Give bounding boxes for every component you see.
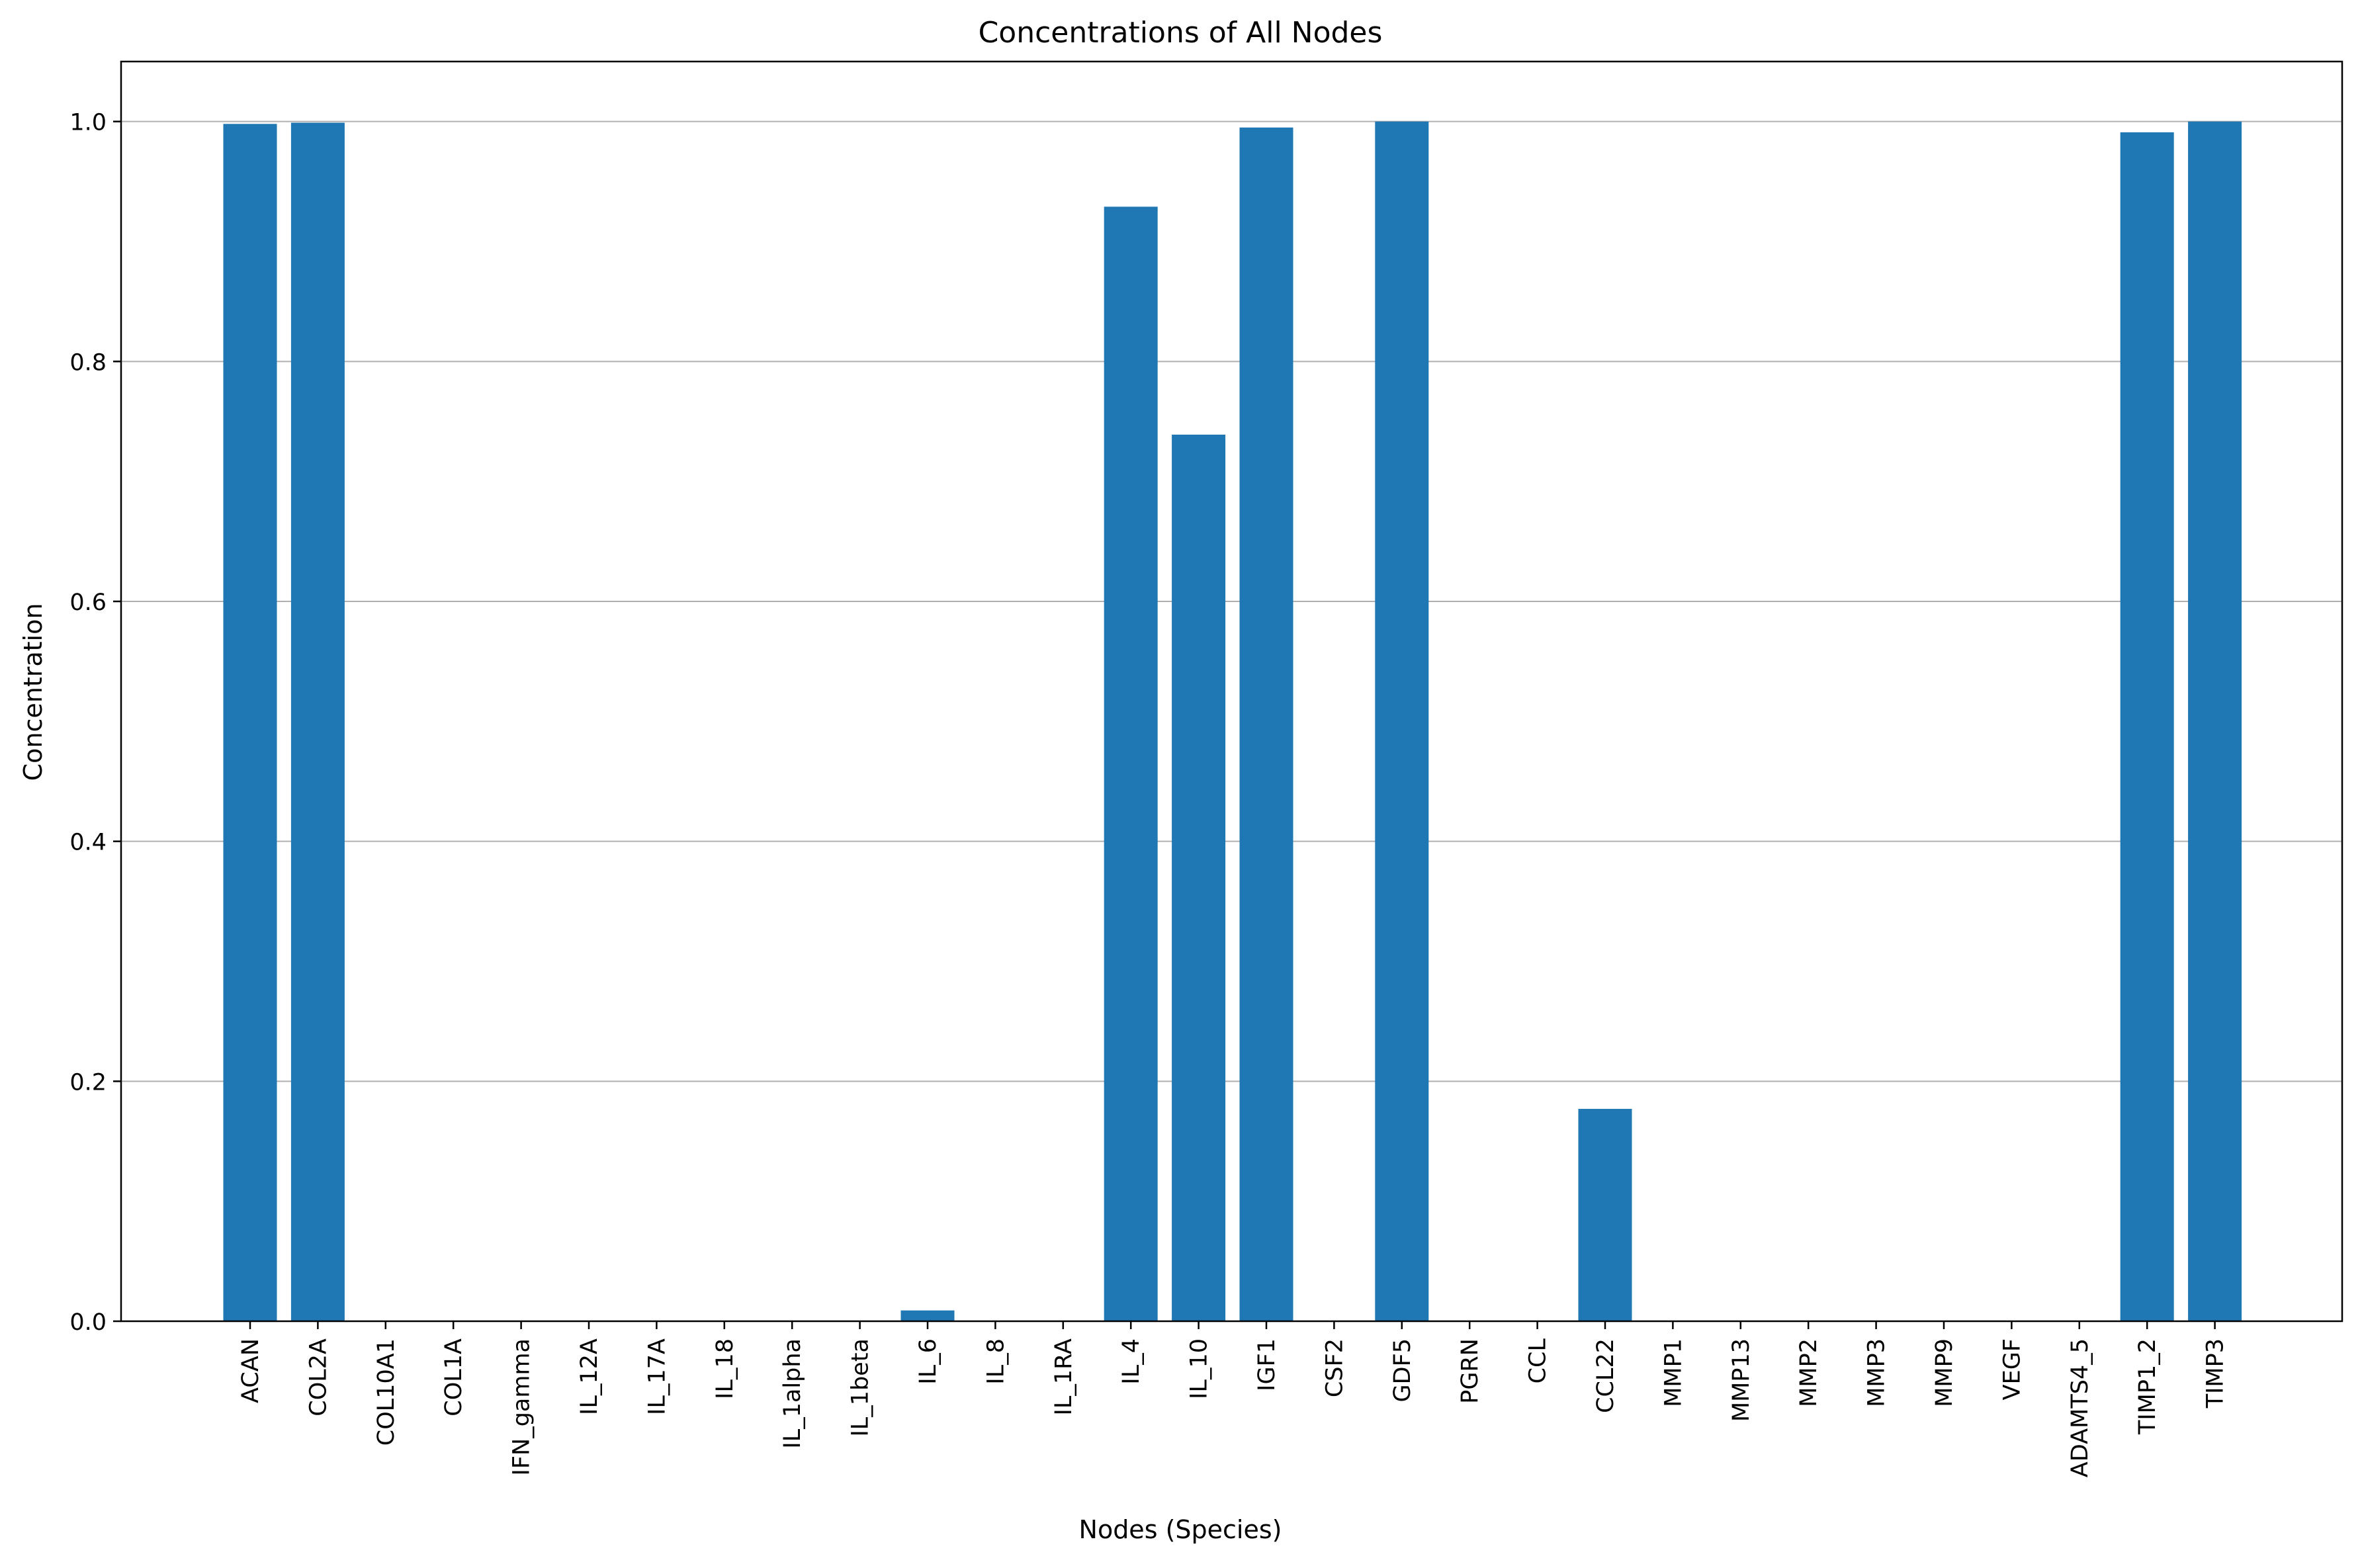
x-tick-label: CCL22 [1593, 1338, 1619, 1413]
x-tick-label: IL_1alpha [779, 1338, 806, 1449]
x-tick-label: CSF2 [1321, 1338, 1348, 1397]
bar-gdf5 [1375, 121, 1429, 1322]
x-tick-label: MMP3 [1864, 1338, 1890, 1407]
x-tick-label: ACAN [238, 1338, 264, 1403]
x-tick-label: GDF5 [1389, 1338, 1416, 1402]
x-tick-label: IL_17A [644, 1338, 670, 1415]
bar-il_6 [900, 1310, 955, 1321]
y-tick-label: 0.4 [69, 830, 107, 856]
x-tick-label: VEGF [1999, 1338, 2025, 1400]
x-tick-label: COL1A [441, 1338, 467, 1416]
x-tick-label: CCL [1525, 1338, 1552, 1384]
x-tick-label: IGF1 [1254, 1338, 1280, 1391]
x-tick-label: IL_6 [915, 1338, 941, 1385]
x-tick-label: IL_12A [576, 1338, 603, 1415]
x-tick-label: MMP1 [1660, 1338, 1686, 1407]
x-tick-label: COL2A [305, 1338, 331, 1416]
y-axis-ticks: 0.0 0.2 0.4 0.6 0.8 1.0 [69, 110, 121, 1336]
plot-frame [120, 60, 2343, 1323]
x-axis-label: Nodes (Species) [1079, 1515, 1282, 1544]
bar-col2a [290, 122, 345, 1322]
y-tick-label: 0.2 [69, 1069, 107, 1096]
x-tick-label: IL_1RA [1051, 1338, 1077, 1415]
x-tick-label: ADAMTS4_5 [2067, 1338, 2093, 1477]
x-tick-label: IL_8 [983, 1338, 1009, 1385]
x-tick-label: IL_18 [712, 1338, 738, 1399]
x-tick-label: TIMP1_2 [2134, 1338, 2161, 1435]
y-tick-label: 0.0 [69, 1309, 107, 1336]
x-tick-label: IL_10 [1186, 1338, 1213, 1399]
bar-il_10 [1172, 434, 1226, 1321]
x-tick-label: COL10A1 [373, 1338, 400, 1446]
bar-ccl22 [1578, 1109, 1632, 1321]
bar-igf1 [1239, 127, 1293, 1321]
bar-timp3 [2188, 121, 2242, 1322]
chart-title: Concentrations of All Nodes [979, 16, 1383, 50]
bar-layer [223, 121, 2242, 1322]
y-tick-label: 0.6 [69, 589, 107, 616]
bar-acan [223, 124, 277, 1321]
x-tick-label: TIMP3 [2203, 1338, 2229, 1409]
bar-timp1_2 [2120, 132, 2174, 1321]
y-axis-label: Concentration [19, 603, 48, 781]
x-tick-label: MMP13 [1728, 1338, 1755, 1422]
x-tick-label: IL_1beta [848, 1338, 874, 1437]
y-tick-label: 0.8 [69, 349, 107, 376]
bar-il_4 [1104, 206, 1158, 1321]
x-tick-label: IFN_gamma [509, 1338, 535, 1475]
x-tick-label: MMP2 [1796, 1338, 1822, 1407]
y-tick-label: 1.0 [69, 110, 107, 136]
x-tick-label: IL_4 [1118, 1338, 1145, 1385]
x-tick-label: MMP9 [1931, 1338, 1958, 1407]
x-axis-ticks: ACAN COL2A COL10A1 COL1A IFN_gamma IL_12A IL_1… [238, 1321, 2229, 1477]
x-tick-label: PGRN [1457, 1338, 1483, 1404]
